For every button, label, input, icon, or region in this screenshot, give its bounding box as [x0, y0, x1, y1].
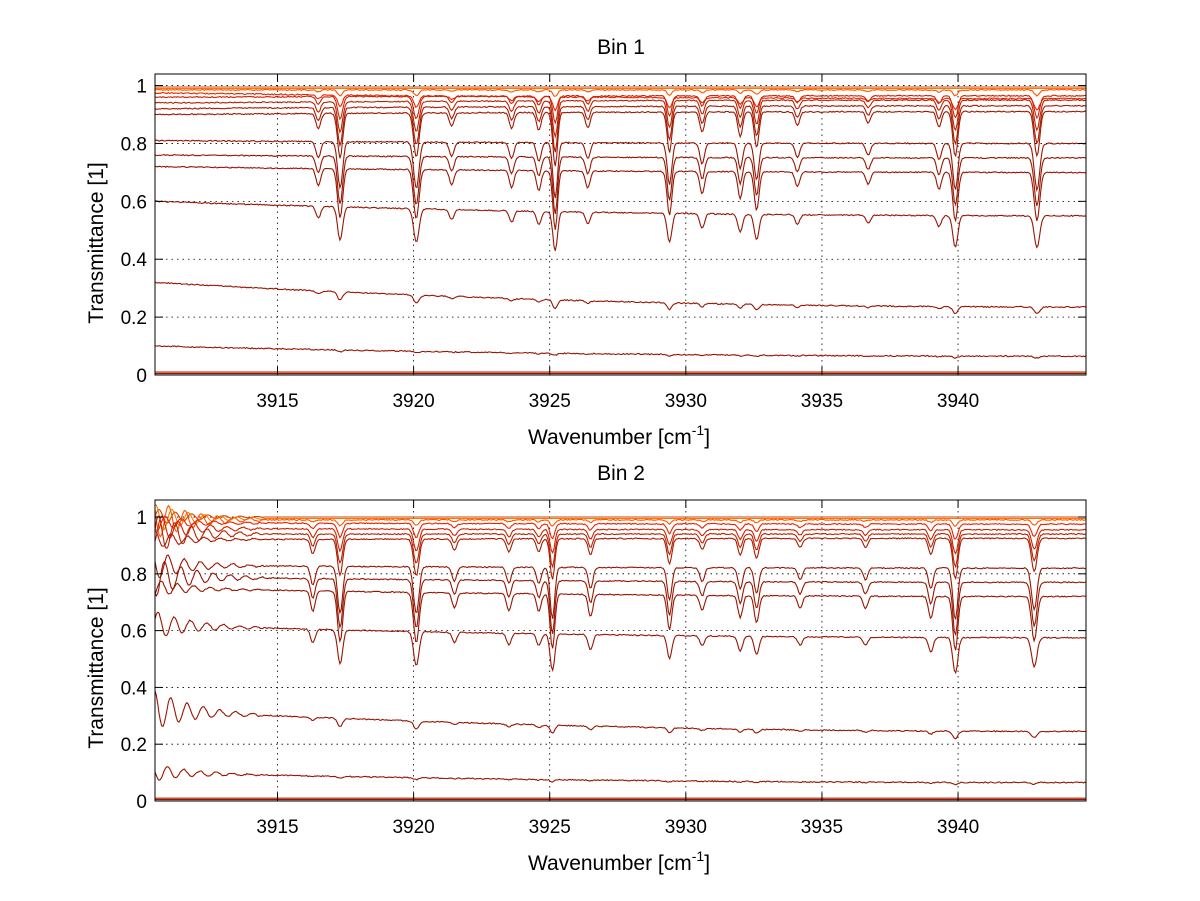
series-line	[154, 531, 1087, 581]
x-tick-label: 3915	[256, 817, 298, 838]
x-tick-label: 3920	[392, 391, 434, 412]
series-line	[154, 504, 1087, 538]
series-line	[154, 580, 1087, 651]
y-tick-label: 0.8	[121, 134, 147, 155]
series-line	[154, 560, 1087, 637]
y-tick-label: 0.4	[121, 678, 148, 699]
series-line	[154, 508, 1086, 524]
plot-frame	[154, 73, 1087, 376]
y-tick-labels: 0 0.2 0.4 0.6 0.8 1	[121, 77, 148, 387]
x-tick-label: 3925	[529, 391, 571, 412]
series-line	[154, 154, 1087, 215]
x-axis-label: Wavenumber [cm-1]	[528, 422, 710, 449]
y-tick-label: 0.4	[121, 250, 148, 271]
chart-title: Bin 2	[597, 462, 645, 485]
series-group	[154, 86, 1087, 376]
series-line	[154, 515, 1087, 540]
series-line	[154, 165, 1087, 230]
x-tick-label: 3915	[256, 391, 298, 412]
x-tick-label: 3940	[937, 817, 979, 838]
tick-marks	[155, 500, 1086, 802]
series-line	[154, 504, 1086, 530]
series-line	[155, 88, 1087, 97]
x-tick-labels: 3915 3920 3925 3930 3935 3940	[256, 391, 979, 412]
series-line	[154, 94, 1087, 125]
series-line	[154, 139, 1087, 199]
x-tick-label: 3925	[529, 817, 571, 838]
x-axis-label: Wavenumber [cm-1]	[528, 848, 710, 875]
series-line	[154, 98, 1087, 139]
series-line	[154, 554, 1087, 620]
tick-marks	[155, 74, 1086, 376]
y-tick-label: 0	[136, 366, 147, 387]
plot-frame	[154, 499, 1087, 802]
y-tick-labels: 0 0.2 0.4 0.6 0.8 1	[121, 508, 148, 813]
y-tick-label: 0.6	[121, 192, 147, 213]
y-axis-label: Transmittance [1]	[85, 162, 108, 323]
y-tick-label: 0.8	[121, 565, 147, 586]
y-tick-label: 1	[136, 77, 147, 98]
series-line	[154, 766, 1087, 786]
x-tick-labels: 3915 3920 3925 3930 3935 3940	[256, 817, 979, 838]
y-axis-label: Transmittance [1]	[85, 587, 108, 748]
x-tick-label: 3930	[665, 391, 707, 412]
y-tick-label: 0	[136, 792, 147, 813]
series-line	[154, 91, 1086, 112]
x-tick-label: 3920	[392, 817, 434, 838]
series-line	[154, 515, 1086, 569]
x-tick-label: 3940	[937, 391, 979, 412]
chart-bin-1: Bin 1 3915 3920 3925 3930 3935 3940 0 0.2 0.4 0.…	[85, 36, 1087, 449]
y-tick-label: 0.6	[121, 622, 147, 643]
y-tick-label: 0.2	[121, 735, 147, 756]
x-tick-label: 3935	[801, 391, 843, 412]
series-line	[154, 611, 1087, 675]
series-line	[154, 104, 1087, 153]
x-tick-label: 3930	[665, 817, 707, 838]
chart-title: Bin 1	[597, 36, 645, 59]
y-tick-label: 0.2	[121, 308, 147, 329]
series-line	[154, 345, 1087, 359]
x-tick-label: 3935	[801, 817, 843, 838]
series-line	[154, 690, 1087, 740]
y-tick-label: 1	[136, 508, 147, 529]
series-line	[154, 200, 1087, 251]
series-line	[154, 110, 1087, 167]
series-line	[154, 281, 1087, 315]
series-line	[154, 515, 1087, 555]
chart-bin-2: Bin 2 3915 3920 3925 3930 3935 3940 0 0.2 0.4 0.…	[85, 462, 1087, 875]
